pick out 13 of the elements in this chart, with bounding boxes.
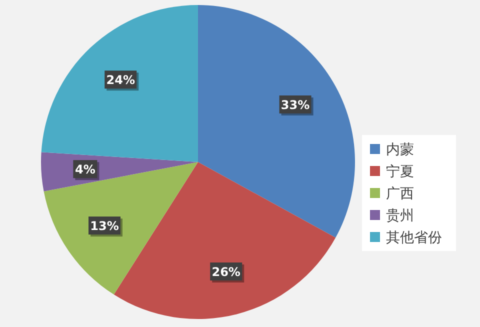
data-label: 4%: [74, 162, 96, 177]
data-label: 33%: [280, 98, 310, 112]
pie-slice: [198, 5, 355, 238]
legend-label: 贵州: [386, 208, 414, 224]
legend-label: 广西: [386, 186, 414, 202]
legend-label: 其他省份: [386, 230, 442, 246]
data-label: 26%: [212, 264, 240, 279]
legend-label: 内蒙: [386, 142, 414, 158]
data-label: 13%: [90, 219, 119, 234]
pie-slice: [44, 162, 198, 295]
legend-label: 宁夏: [386, 164, 414, 180]
data-label: 24%: [106, 73, 135, 88]
pie-slice: [41, 5, 198, 162]
